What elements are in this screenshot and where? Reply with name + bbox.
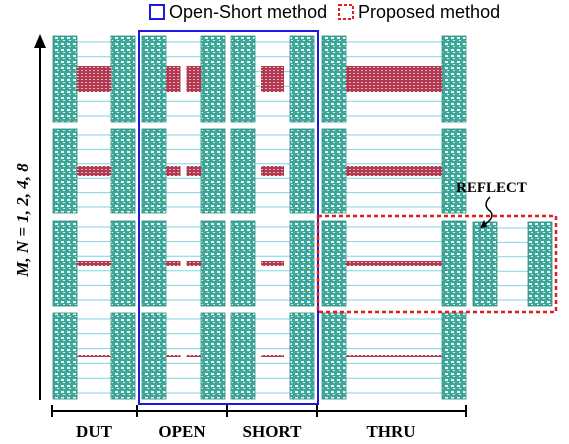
- pad: [322, 129, 346, 213]
- pad: [142, 129, 166, 213]
- legend-swatch: [339, 5, 353, 19]
- legend-label: Proposed method: [358, 2, 500, 22]
- metal-line: [261, 355, 284, 357]
- pad: [290, 129, 314, 213]
- legend-label: Open-Short method: [169, 2, 327, 22]
- pad: [442, 129, 466, 213]
- column-label: SHORT: [243, 422, 303, 441]
- pad: [142, 313, 166, 399]
- layout-cells: [53, 36, 552, 399]
- open-gap: [181, 65, 187, 93]
- metal-line: [346, 355, 442, 357]
- metal-line: [346, 66, 442, 92]
- column-label: OPEN: [158, 422, 206, 441]
- open-gap: [181, 354, 187, 358]
- metal-line: [77, 66, 111, 92]
- metal-line: [261, 261, 284, 266]
- axis-label: M, N = 1, 2, 4, 8: [13, 163, 32, 278]
- pad: [528, 222, 552, 306]
- metal-line: [346, 261, 442, 266]
- diagram: Open-Short method Proposed method REFLEC…: [0, 0, 569, 444]
- metal-line: [261, 166, 284, 176]
- open-gap: [181, 260, 187, 267]
- pad: [142, 36, 166, 122]
- pad: [231, 221, 255, 306]
- pad: [290, 36, 314, 122]
- pad: [53, 221, 77, 306]
- pad: [442, 36, 466, 122]
- column-label: DUT: [76, 422, 113, 441]
- reflect-arrow: [484, 197, 492, 225]
- metal-line: [346, 166, 442, 176]
- pad: [442, 221, 466, 306]
- pad: [142, 221, 166, 306]
- axis-arrowhead: [34, 34, 46, 48]
- pad: [111, 129, 135, 213]
- pad: [201, 36, 225, 122]
- pad: [111, 313, 135, 399]
- pad: [473, 222, 497, 306]
- metal-line: [77, 261, 111, 266]
- reflect-label: REFLECT: [456, 180, 527, 196]
- pad: [53, 129, 77, 213]
- column-label: THRU: [366, 422, 415, 441]
- pad: [111, 36, 135, 122]
- pad: [322, 221, 346, 306]
- pad: [201, 129, 225, 213]
- pad: [111, 221, 135, 306]
- metal-line: [77, 166, 111, 176]
- pad: [231, 129, 255, 213]
- pad: [201, 221, 225, 306]
- metal-line: [77, 355, 111, 357]
- pad: [201, 313, 225, 399]
- legend-swatch: [150, 5, 164, 19]
- pad: [322, 313, 346, 399]
- pad: [290, 221, 314, 306]
- pad: [231, 313, 255, 399]
- open-gap: [181, 165, 187, 177]
- metal-line: [261, 66, 284, 92]
- pad: [442, 313, 466, 399]
- pad: [231, 36, 255, 122]
- pad: [53, 313, 77, 399]
- pad: [53, 36, 77, 122]
- pad: [290, 313, 314, 399]
- pad: [322, 36, 346, 122]
